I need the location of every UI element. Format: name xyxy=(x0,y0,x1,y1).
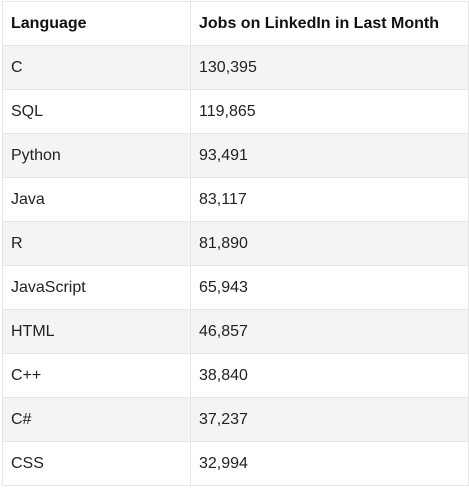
table-row: JavaScript 65,943 xyxy=(2,265,469,310)
table-row: HTML 46,857 xyxy=(2,309,469,354)
jobs-table-container: Language Jobs on LinkedIn in Last Month … xyxy=(2,1,469,486)
cell-jobs: 32,994 xyxy=(190,441,469,486)
table-row: CSS 32,994 xyxy=(2,441,469,486)
cell-jobs: 93,491 xyxy=(190,133,469,178)
table-row: R 81,890 xyxy=(2,221,469,266)
cell-jobs: 130,395 xyxy=(190,45,469,90)
table-row: C 130,395 xyxy=(2,45,469,90)
table-header-row: Language Jobs on LinkedIn in Last Month xyxy=(2,1,469,46)
cell-jobs: 37,237 xyxy=(190,397,469,442)
cell-jobs: 83,117 xyxy=(190,177,469,222)
table-row: SQL 119,865 xyxy=(2,89,469,134)
header-language: Language xyxy=(2,1,191,46)
cell-language: C# xyxy=(2,397,191,442)
cell-language: JavaScript xyxy=(2,265,191,310)
table-row: C++ 38,840 xyxy=(2,353,469,398)
cell-language: SQL xyxy=(2,89,191,134)
cell-language: C xyxy=(2,45,191,90)
table-row: Java 83,117 xyxy=(2,177,469,222)
table-row: C# 37,237 xyxy=(2,397,469,442)
jobs-table: Language Jobs on LinkedIn in Last Month … xyxy=(2,1,469,486)
cell-jobs: 81,890 xyxy=(190,221,469,266)
cell-language: CSS xyxy=(2,441,191,486)
table-row: Python 93,491 xyxy=(2,133,469,178)
cell-jobs: 46,857 xyxy=(190,309,469,354)
cell-language: R xyxy=(2,221,191,266)
cell-jobs: 119,865 xyxy=(190,89,469,134)
cell-language: Python xyxy=(2,133,191,178)
cell-language: Java xyxy=(2,177,191,222)
cell-jobs: 38,840 xyxy=(190,353,469,398)
cell-language: HTML xyxy=(2,309,191,354)
cell-language: C++ xyxy=(2,353,191,398)
header-jobs: Jobs on LinkedIn in Last Month xyxy=(190,1,469,46)
cell-jobs: 65,943 xyxy=(190,265,469,310)
